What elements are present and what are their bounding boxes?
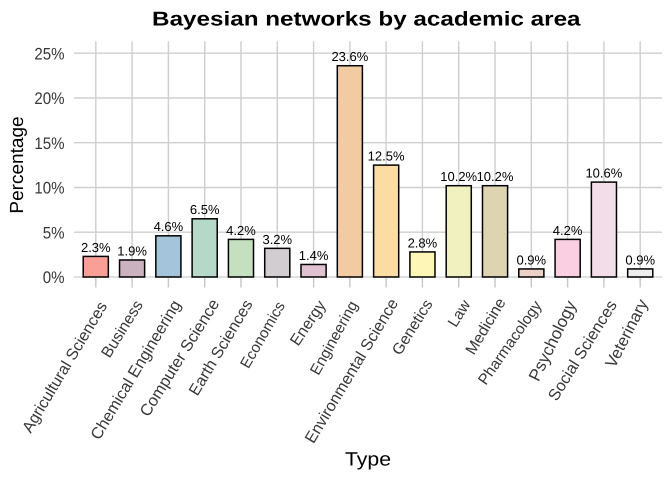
svg-text:12.5%: 12.5% bbox=[368, 149, 405, 164]
svg-text:1.9%: 1.9% bbox=[117, 243, 147, 258]
svg-text:10%: 10% bbox=[34, 179, 64, 198]
svg-text:4.6%: 4.6% bbox=[154, 219, 184, 234]
svg-text:0%: 0% bbox=[43, 268, 65, 287]
svg-text:10.6%: 10.6% bbox=[585, 166, 622, 181]
svg-text:2.3%: 2.3% bbox=[81, 240, 111, 255]
svg-text:Type: Type bbox=[345, 449, 391, 470]
svg-text:0.9%: 0.9% bbox=[516, 252, 546, 267]
svg-text:10.2%: 10.2% bbox=[477, 169, 514, 184]
svg-text:5%: 5% bbox=[43, 223, 65, 242]
svg-text:0.9%: 0.9% bbox=[625, 252, 655, 267]
svg-text:4.2%: 4.2% bbox=[226, 223, 256, 238]
svg-text:20%: 20% bbox=[34, 89, 64, 108]
svg-text:Percentage: Percentage bbox=[7, 116, 28, 213]
svg-text:15%: 15% bbox=[34, 134, 64, 153]
svg-text:25%: 25% bbox=[34, 44, 64, 63]
svg-text:2.8%: 2.8% bbox=[408, 235, 438, 250]
svg-text:4.2%: 4.2% bbox=[553, 223, 583, 238]
svg-text:3.2%: 3.2% bbox=[262, 232, 292, 247]
svg-text:Bayesian networks by academic: Bayesian networks by academic area bbox=[152, 9, 582, 31]
svg-text:23.6%: 23.6% bbox=[331, 49, 368, 64]
svg-text:1.4%: 1.4% bbox=[299, 248, 329, 263]
svg-text:6.5%: 6.5% bbox=[190, 202, 220, 217]
svg-text:10.2%: 10.2% bbox=[440, 169, 477, 184]
